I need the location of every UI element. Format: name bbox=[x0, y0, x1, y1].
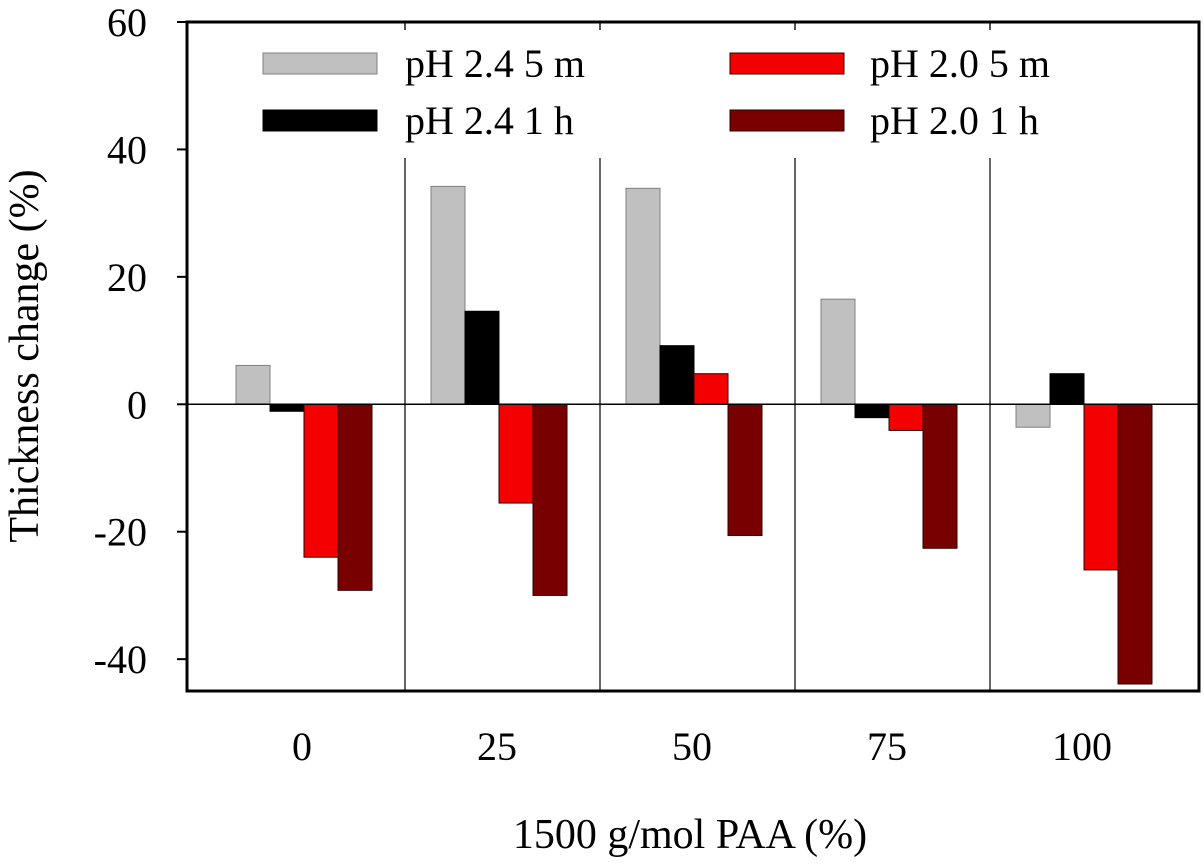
x-axis-title: 1500 g/mol PAA (%) bbox=[513, 812, 867, 858]
legend-label-0: pH 2.4 5 m bbox=[405, 41, 585, 86]
x-axis: 0 25 50 75 100 bbox=[292, 724, 1112, 769]
legend-swatch-0 bbox=[262, 52, 378, 75]
y-tick-label: 40 bbox=[107, 127, 147, 172]
legend-swatch-2 bbox=[729, 52, 845, 75]
legend-label-3: pH 2.0 1 h bbox=[870, 98, 1039, 143]
bar-ph-2-4-5-m-0 bbox=[235, 364, 271, 405]
bar-ph-2-0-1-h-0 bbox=[337, 403, 373, 591]
x-tick-label: 25 bbox=[477, 724, 517, 769]
legend-background bbox=[240, 30, 1170, 158]
bar-ph-2-4-1-h-100 bbox=[1049, 373, 1085, 405]
bar-ph-2-4-5-m-75 bbox=[820, 298, 856, 405]
bar-ph-2-0-1-h-100 bbox=[1117, 403, 1153, 685]
bar-ph-2-0-1-h-50 bbox=[727, 403, 763, 537]
y-tick-label: 0 bbox=[127, 382, 147, 427]
bar-ph-2-0-1-h-25 bbox=[532, 403, 568, 596]
bar-ph-2-0-5-m-0 bbox=[303, 403, 339, 558]
bar-ph-2-4-1-h-0 bbox=[269, 403, 305, 412]
y-tick-label: -40 bbox=[94, 637, 147, 682]
bar-ph-2-4-5-m-50 bbox=[625, 187, 661, 405]
bar-ph-2-4-5-m-25 bbox=[430, 185, 466, 405]
bar-ph-2-0-5-m-100 bbox=[1083, 403, 1119, 571]
y-axis-title: Thickness change (%) bbox=[2, 169, 48, 542]
bar-ph-2-4-1-h-25 bbox=[464, 310, 500, 405]
bar-ph-2-0-5-m-50 bbox=[693, 373, 729, 405]
x-tick-label: 50 bbox=[672, 724, 712, 769]
x-tick-label: 75 bbox=[867, 724, 907, 769]
y-tick-label: 20 bbox=[107, 255, 147, 300]
legend-swatch-3 bbox=[729, 109, 845, 132]
legend-swatch-1 bbox=[262, 109, 378, 132]
plot-frame bbox=[185, 20, 1201, 693]
bar-ph-2-0-1-h-75 bbox=[922, 403, 958, 549]
bar-ph-2-4-1-h-50 bbox=[659, 345, 695, 405]
legend-label-2: pH 2.0 5 m bbox=[870, 41, 1050, 86]
bar-ph-2-4-1-h-75 bbox=[854, 403, 890, 419]
bars-layer bbox=[235, 185, 1153, 685]
legend-label-1: pH 2.4 1 h bbox=[405, 98, 574, 143]
legend: pH 2.4 5 m pH 2.4 1 h pH 2.0 5 m pH 2.0 1 h bbox=[240, 22, 1170, 158]
bar-ph-2-4-5-m-100 bbox=[1015, 403, 1051, 428]
x-tick-label: 100 bbox=[1052, 724, 1112, 769]
bar-ph-2-0-5-m-75 bbox=[888, 403, 924, 431]
bar-ph-2-0-5-m-25 bbox=[498, 403, 534, 504]
x-tick-label: 0 bbox=[292, 724, 312, 769]
y-tick-label: 60 bbox=[107, 0, 147, 45]
y-tick-label: -20 bbox=[94, 510, 147, 555]
y-axis: -40 -20 0 20 40 60 bbox=[94, 0, 187, 682]
